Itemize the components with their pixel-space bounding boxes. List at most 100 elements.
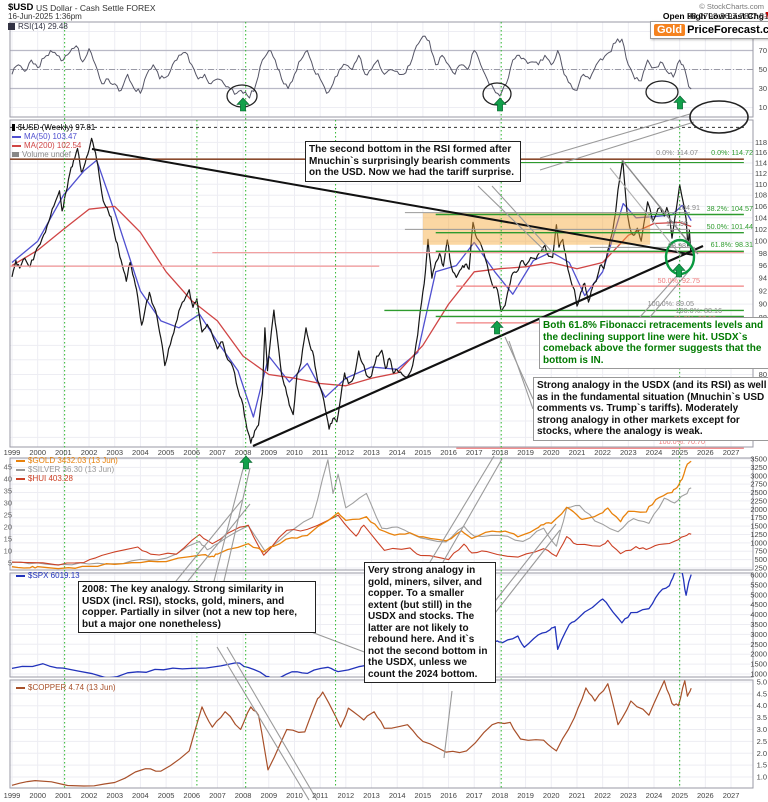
legend-label: $HUI 403.28 [28, 474, 73, 483]
svg-text:38.2%: 104.57: 38.2%: 104.57 [707, 204, 753, 213]
svg-text:40: 40 [4, 474, 12, 483]
legend-item: MA(50) 103.47 [12, 132, 95, 141]
analogy-annotation-box: Strong analogy in the USDX (and its RSI)… [533, 377, 768, 441]
high-label: High [686, 11, 706, 21]
svg-text:1999: 1999 [4, 448, 21, 457]
svg-text:2016: 2016 [440, 448, 457, 457]
svg-text:2026: 2026 [697, 791, 714, 800]
legend-copper: $COPPER 4.74 (13 Jun) [16, 683, 116, 692]
chart-title: US Dollar - Cash Settle FOREX [36, 3, 156, 13]
legend-item: $COPPER 4.74 (13 Jun) [16, 683, 116, 692]
svg-text:2500: 2500 [750, 488, 767, 497]
svg-text:2000: 2000 [29, 791, 46, 800]
svg-text:1999: 1999 [4, 791, 21, 800]
svg-text:0.0%: 114.72: 0.0%: 114.72 [711, 148, 753, 157]
legend-item: $USD (Weekly) 97.81 [12, 123, 95, 132]
svg-text:2014: 2014 [389, 448, 406, 457]
svg-text:90: 90 [759, 300, 767, 309]
svg-text:25: 25 [4, 510, 12, 519]
copyright: © StockCharts.com [699, 2, 764, 11]
svg-text:2003: 2003 [106, 791, 123, 800]
legend-main: $USD (Weekly) 97.81 MA(50) 103.47 MA(200) … [12, 123, 95, 159]
svg-text:100.0%: 89.05: 100.0%: 89.05 [648, 299, 694, 308]
svg-text:94: 94 [759, 274, 767, 283]
svg-text:2023: 2023 [620, 791, 637, 800]
svg-text:2004: 2004 [132, 791, 149, 800]
line-series-icon [16, 686, 25, 689]
svg-text:2001: 2001 [55, 448, 72, 457]
svg-text:102: 102 [754, 225, 767, 234]
legend-item: $HUI 403.28 [16, 474, 118, 483]
svg-text:80: 80 [759, 370, 767, 379]
svg-text:2012: 2012 [337, 448, 354, 457]
line-series-icon [16, 459, 25, 462]
goldpriceforecast-logo[interactable]: Gold PriceForecast.com [650, 21, 768, 39]
svg-text:3.5: 3.5 [757, 713, 767, 722]
svg-text:100: 100 [754, 237, 767, 246]
svg-text:0.0%: 114.07: 0.0%: 114.07 [656, 148, 698, 157]
svg-text:2025: 2025 [671, 448, 688, 457]
line-series-icon [16, 574, 25, 577]
svg-text:2013: 2013 [363, 448, 380, 457]
svg-text:2027: 2027 [723, 448, 740, 457]
line-series-icon [16, 468, 25, 471]
svg-text:116: 116 [755, 148, 767, 157]
svg-text:2014: 2014 [389, 791, 406, 800]
very-strong-analogy-box: Very strong analogy in gold, miners, sil… [364, 562, 496, 683]
svg-text:104: 104 [754, 213, 767, 222]
legend-label: $USD (Weekly) 97.81 [18, 123, 96, 132]
quote-line: Open 98.27 High 98.36 Low 97.78 Last 97.… [663, 11, 768, 21]
legend-label: MA(50) 103.47 [24, 132, 77, 141]
svg-text:2013: 2013 [363, 791, 380, 800]
svg-text:2009: 2009 [260, 448, 277, 457]
svg-text:2020: 2020 [543, 448, 560, 457]
svg-text:2019: 2019 [517, 791, 534, 800]
svg-text:1.0: 1.0 [757, 773, 767, 782]
svg-text:3000: 3000 [750, 471, 767, 480]
svg-text:2005: 2005 [158, 448, 175, 457]
indicator-series-icon [8, 23, 15, 30]
svg-text:1500: 1500 [750, 660, 767, 669]
fibonacci-annotation-box: Both 61.8% Fibonacci retracements levels… [539, 317, 768, 369]
svg-text:110: 110 [755, 180, 767, 189]
line-series-icon [16, 477, 25, 480]
svg-text:2000: 2000 [750, 505, 767, 514]
svg-text:2250: 2250 [750, 496, 767, 505]
svg-text:50.0%: 92.75: 50.0%: 92.75 [658, 276, 700, 285]
svg-text:45: 45 [4, 462, 12, 471]
legend-item: $GOLD 3432.03 (13 Jun) [16, 456, 118, 465]
low-label: Low [708, 11, 726, 21]
svg-text:30: 30 [759, 84, 767, 93]
svg-text:106: 106 [754, 202, 767, 211]
svg-text:2006: 2006 [183, 791, 200, 800]
svg-text:2024: 2024 [646, 448, 663, 457]
svg-text:100.0%: 70.70: 100.0%: 70.70 [659, 437, 705, 446]
svg-text:1.5: 1.5 [757, 761, 767, 770]
svg-text:2020: 2020 [543, 791, 560, 800]
svg-text:4.5: 4.5 [757, 689, 767, 698]
svg-text:3500: 3500 [750, 620, 767, 629]
svg-text:10: 10 [4, 546, 12, 555]
legend-label: $SPX 6019.13 [28, 571, 80, 580]
chg-label: Chg [747, 11, 764, 21]
svg-text:98: 98 [759, 249, 767, 258]
svg-text:10: 10 [759, 103, 767, 112]
svg-text:98.98: 98.98 [668, 241, 686, 250]
svg-text:3.0: 3.0 [757, 725, 767, 734]
legend-spx: $SPX 6019.13 [16, 571, 80, 580]
svg-text:750: 750 [754, 547, 767, 556]
svg-text:1250: 1250 [750, 530, 767, 539]
high-value: 98.36 [708, 11, 730, 21]
svg-text:2022: 2022 [594, 448, 611, 457]
legend-item: MA(200) 102.54 [12, 141, 95, 150]
svg-text:2.0: 2.0 [757, 749, 767, 758]
logo-text: PriceForecast.com [687, 24, 768, 36]
svg-text:2003: 2003 [106, 448, 123, 457]
svg-text:1000: 1000 [750, 669, 767, 678]
last-value: 97.81 [747, 11, 768, 21]
svg-text:2010: 2010 [286, 791, 303, 800]
svg-text:2008: 2008 [235, 448, 252, 457]
line-series-icon [12, 144, 21, 147]
bars-series-icon [12, 152, 19, 157]
svg-text:2012: 2012 [337, 791, 354, 800]
